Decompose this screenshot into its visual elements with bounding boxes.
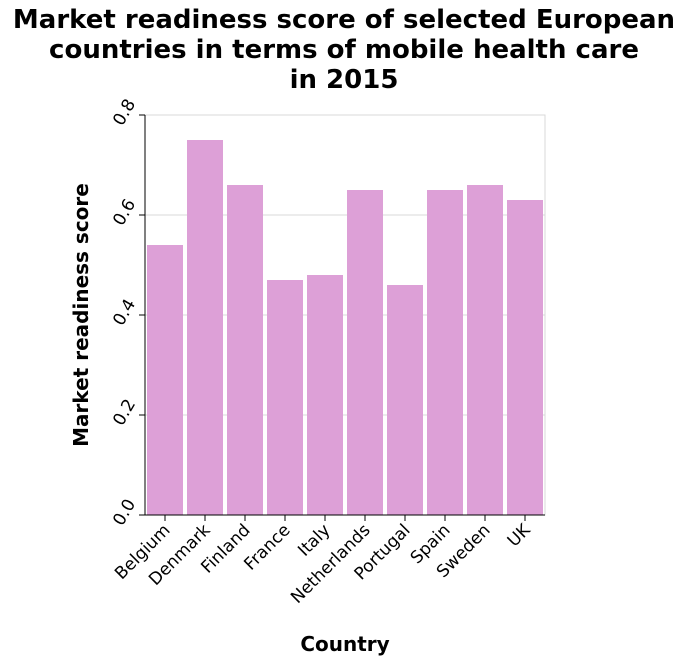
- chart-title-line-2: countries in terms of mobile health care: [49, 35, 639, 65]
- x-tick-label: UK: [504, 520, 535, 551]
- bar-uk: [507, 200, 543, 515]
- y-tick-label: 0.8: [109, 96, 140, 129]
- y-tick-label: 0.6: [109, 196, 140, 229]
- bar-denmark: [187, 140, 223, 515]
- y-tick-label: 0.0: [109, 496, 140, 529]
- bar-spain: [427, 190, 463, 515]
- bar-france: [267, 280, 303, 515]
- bar-belgium: [147, 245, 183, 515]
- bar-netherlands: [347, 190, 383, 515]
- x-tick-label: France: [240, 520, 294, 574]
- chart-title: Market readiness score of selected Europ…: [13, 5, 675, 95]
- x-axis-title: Country: [300, 632, 389, 656]
- y-axis-title: Market readiness score: [69, 183, 93, 447]
- chart-title-line-1: Market readiness score of selected Europ…: [13, 5, 675, 35]
- y-tick-label: 0.2: [109, 396, 140, 429]
- bar-finland: [227, 185, 263, 515]
- bar-portugal: [387, 285, 423, 515]
- bar-sweden: [467, 185, 503, 515]
- chart-title-line-3: in 2015: [290, 65, 399, 95]
- y-axis-ticks: 0.0 0.2 0.4 0.6 0.8: [109, 96, 145, 529]
- bar-italy: [307, 275, 343, 515]
- y-tick-label: 0.4: [109, 296, 140, 329]
- bars: [147, 140, 543, 515]
